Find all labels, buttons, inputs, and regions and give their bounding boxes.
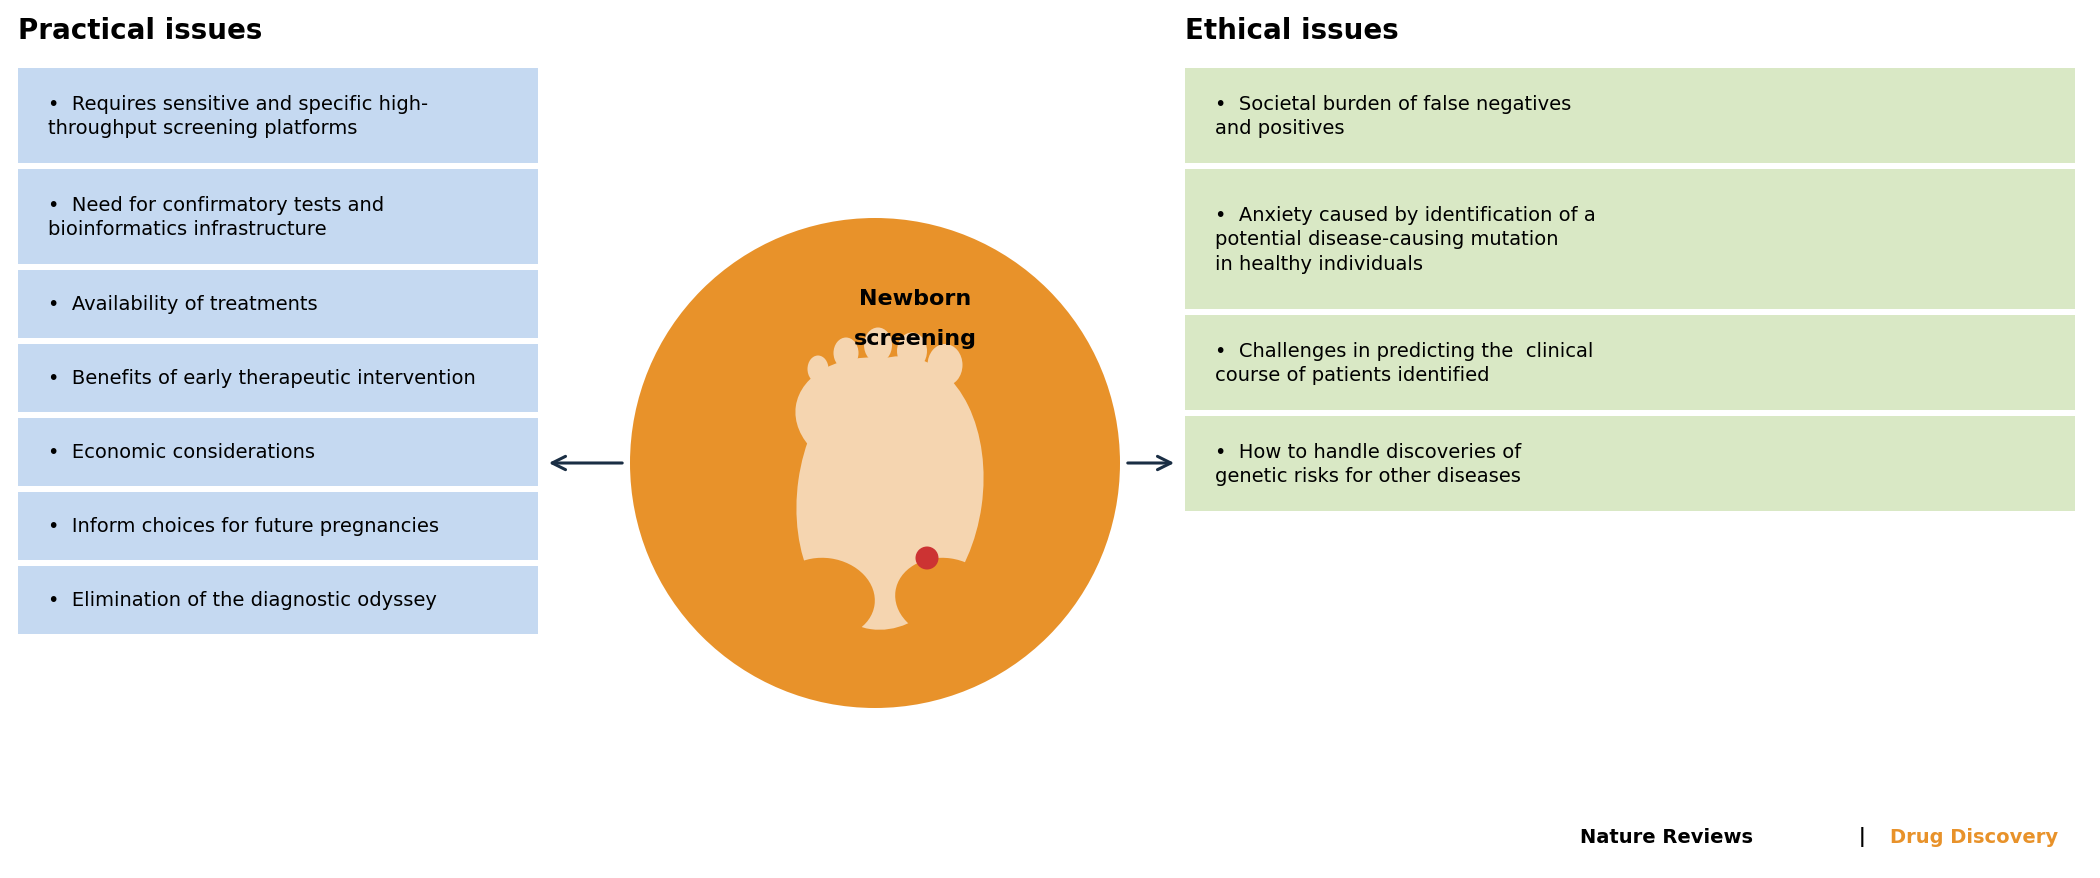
Text: •  Requires sensitive and specific high-
throughput screening platforms: • Requires sensitive and specific high- … <box>48 95 428 138</box>
Ellipse shape <box>928 344 962 386</box>
Ellipse shape <box>895 558 995 638</box>
Text: Ethical issues: Ethical issues <box>1184 17 1399 45</box>
FancyBboxPatch shape <box>1184 416 2075 511</box>
Text: •  Need for confirmatory tests and
bioinformatics infrastructure: • Need for confirmatory tests and bioinf… <box>48 196 384 239</box>
FancyBboxPatch shape <box>19 270 538 339</box>
FancyBboxPatch shape <box>1184 315 2075 411</box>
FancyBboxPatch shape <box>19 169 538 264</box>
Text: •  Economic considerations: • Economic considerations <box>48 443 315 462</box>
FancyBboxPatch shape <box>1184 169 2075 310</box>
Circle shape <box>916 547 939 570</box>
Text: •  Inform choices for future pregnancies: • Inform choices for future pregnancies <box>48 517 439 536</box>
Ellipse shape <box>796 356 983 630</box>
Text: |: | <box>1852 826 1873 846</box>
Text: •  Elimination of the diagnostic odyssey: • Elimination of the diagnostic odyssey <box>48 591 437 610</box>
Text: •  Benefits of early therapeutic intervention: • Benefits of early therapeutic interven… <box>48 369 477 388</box>
FancyBboxPatch shape <box>19 344 538 413</box>
Text: •  Societal burden of false negatives
and positives: • Societal burden of false negatives and… <box>1216 95 1571 138</box>
Text: screening: screening <box>853 328 976 349</box>
Text: •  Availability of treatments: • Availability of treatments <box>48 295 317 314</box>
FancyBboxPatch shape <box>19 419 538 486</box>
FancyBboxPatch shape <box>19 566 538 634</box>
Text: •  Challenges in predicting the  clinical
course of patients identified: • Challenges in predicting the clinical … <box>1216 342 1594 385</box>
Text: Practical issues: Practical issues <box>19 17 262 45</box>
Ellipse shape <box>808 356 830 383</box>
Ellipse shape <box>796 358 964 479</box>
Ellipse shape <box>863 328 892 363</box>
Text: Nature Reviews: Nature Reviews <box>1579 827 1754 846</box>
FancyBboxPatch shape <box>1184 68 2075 164</box>
Circle shape <box>630 219 1119 709</box>
Text: Drug Discovery: Drug Discovery <box>1890 827 2058 846</box>
Ellipse shape <box>775 558 876 638</box>
FancyBboxPatch shape <box>19 493 538 560</box>
Ellipse shape <box>897 333 926 371</box>
Ellipse shape <box>834 338 859 369</box>
Text: •  How to handle discoveries of
genetic risks for other diseases: • How to handle discoveries of genetic r… <box>1216 443 1520 486</box>
Text: •  Anxiety caused by identification of a
potential disease-causing mutation
in h: • Anxiety caused by identification of a … <box>1216 206 1596 273</box>
FancyBboxPatch shape <box>19 68 538 164</box>
Text: Newborn: Newborn <box>859 289 970 309</box>
